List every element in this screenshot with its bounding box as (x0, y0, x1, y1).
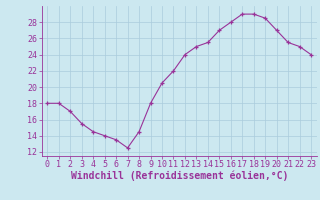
X-axis label: Windchill (Refroidissement éolien,°C): Windchill (Refroidissement éolien,°C) (70, 171, 288, 181)
